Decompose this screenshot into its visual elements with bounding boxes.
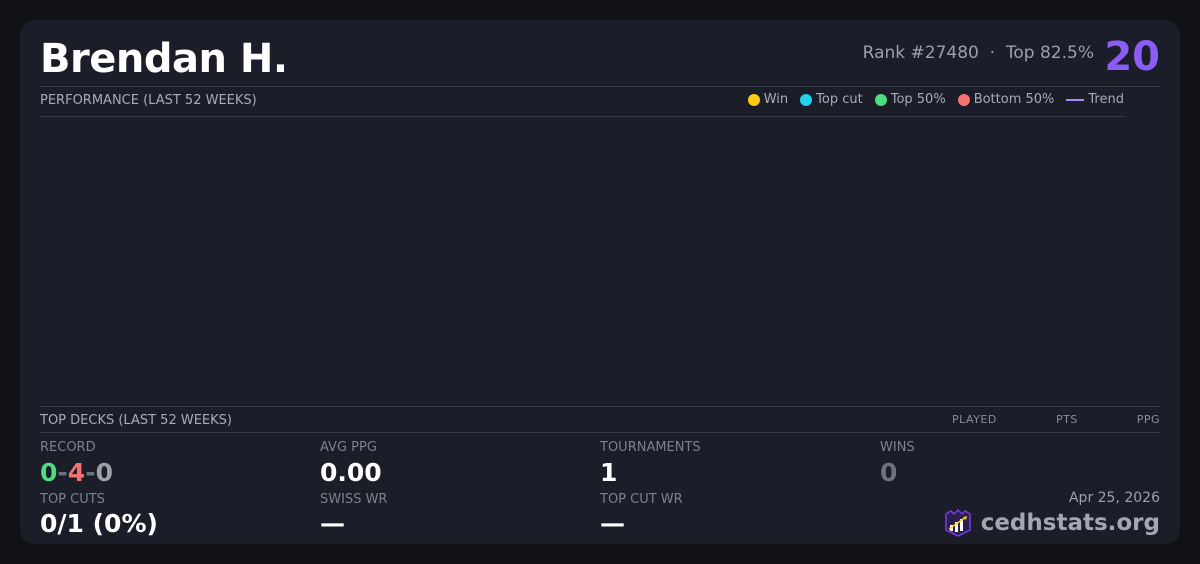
- performance-chart-area: [40, 118, 1125, 406]
- top-cut-wr-label: TOP CUT WR: [600, 492, 683, 507]
- legend-top-50: Top 50%: [874, 92, 946, 107]
- divider: [40, 86, 1160, 87]
- dash: -: [57, 458, 68, 487]
- brand-name: cedhstats.org: [980, 510, 1160, 536]
- player-name: Brendan H.: [40, 36, 288, 82]
- legend-label: Win: [763, 92, 789, 107]
- brand: cedhstats.org: [943, 508, 1160, 538]
- swiss-wr-value: —: [320, 509, 345, 538]
- top-cut-wr-value: —: [600, 509, 625, 538]
- record-draws: 0: [95, 458, 113, 487]
- record-label: RECORD: [40, 440, 96, 455]
- tournaments-value: 1: [600, 458, 618, 487]
- avg-ppg-label: AVG PPG: [320, 440, 377, 455]
- divider: [40, 432, 1160, 433]
- player-card: Brendan H. Rank #27480 · Top 82.5% 20 PE…: [20, 20, 1180, 544]
- legend-win: Win: [747, 92, 789, 107]
- rank: Rank #27480: [862, 43, 979, 63]
- top-percent: Top 82.5%: [1005, 43, 1094, 63]
- record-wins: 0: [40, 458, 58, 487]
- bottom-50-dot-icon: [957, 93, 970, 106]
- legend-label: Top cut: [816, 92, 863, 107]
- trend-line-icon: [1066, 98, 1085, 101]
- legend-top-cut: Top cut: [800, 92, 863, 107]
- wins-value: 0: [880, 458, 898, 487]
- cedhstats-logo-icon: [944, 508, 971, 537]
- col-pts: PTS: [1056, 413, 1078, 426]
- dash: -: [85, 458, 96, 487]
- top-cut-dot-icon: [800, 93, 813, 106]
- legend-label: Bottom 50%: [973, 92, 1055, 107]
- chart-legend: Win Top cut Top 50% Bottom 50% Trend: [747, 92, 1124, 107]
- legend-label: Top 50%: [890, 92, 946, 107]
- top-cuts-label: TOP CUTS: [40, 492, 105, 507]
- legend-trend: Trend: [1066, 92, 1124, 107]
- top-cuts-value: 0/1 (0%): [40, 509, 158, 538]
- score: 20: [1104, 34, 1160, 80]
- swiss-wr-label: SWISS WR: [320, 492, 388, 507]
- col-ppg: PPG: [1136, 413, 1160, 426]
- col-played: PLAYED: [952, 413, 997, 426]
- win-dot-icon: [747, 93, 760, 106]
- record-losses: 4: [67, 458, 86, 487]
- legend-label: Trend: [1088, 92, 1124, 107]
- tournaments-label: TOURNAMENTS: [600, 440, 701, 455]
- top-decks-title: TOP DECKS (LAST 52 WEEKS): [40, 413, 232, 428]
- performance-title: PERFORMANCE (LAST 52 WEEKS): [40, 93, 257, 108]
- divider: [40, 116, 1125, 117]
- legend-bottom-50: Bottom 50%: [957, 92, 1055, 107]
- top-50-dot-icon: [874, 93, 887, 106]
- wins-label: WINS: [880, 440, 915, 455]
- record-value: 0-4-0: [40, 458, 113, 487]
- avg-ppg-value: 0.00: [320, 458, 382, 487]
- date: Apr 25, 2026: [1068, 490, 1160, 506]
- divider: [40, 406, 1160, 407]
- rank-info: Rank #27480 · Top 82.5%: [863, 43, 1094, 63]
- separator: ·: [989, 43, 996, 63]
